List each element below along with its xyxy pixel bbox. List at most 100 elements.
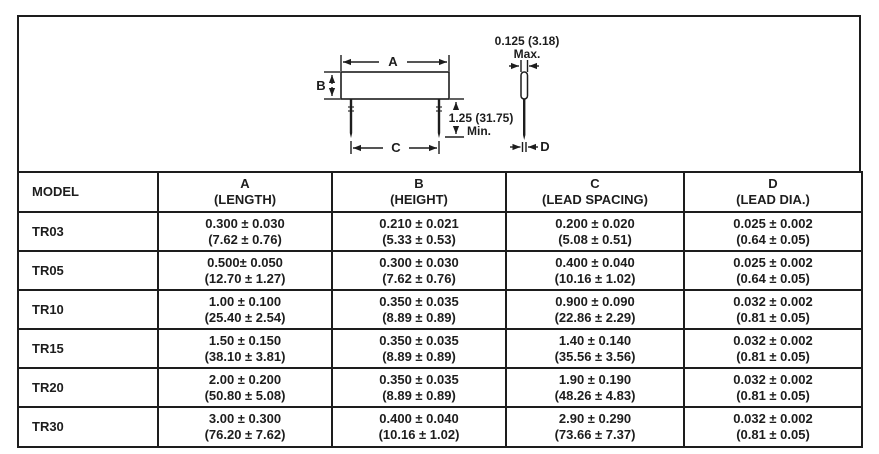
package-dimension-diagram: A B C 1.25 (31.75) Min. 0.125 (3.18) Max… <box>316 34 560 155</box>
b-cell: 0.400 ± 0.040 (10.16 ± 1.02) <box>331 406 507 448</box>
c-cell: 0.900 ± 0.090 (22.86 ± 2.29) <box>505 289 685 330</box>
table-row: TR30 3.00 ± 0.300 (76.20 ± 7.62) 0.400 ±… <box>17 406 863 448</box>
header-a-letter: A <box>240 176 250 191</box>
b-cell: 0.350 ± 0.035 (8.89 ± 0.89) <box>331 289 507 330</box>
value-inches: 0.300 ± 0.030 <box>205 215 285 231</box>
a-cell: 1.00 ± 0.100 (25.40 ± 2.54) <box>157 289 333 330</box>
d-cell: 0.025 ± 0.002 (0.64 ± 0.05) <box>683 211 863 252</box>
table-row: TR15 1.50 ± 0.150 (38.10 ± 3.81) 0.350 ±… <box>17 328 863 369</box>
value-inches: 2.90 ± 0.290 <box>558 411 632 426</box>
lead-min-length-label: 1.25 (31.75) <box>449 111 514 125</box>
value-inches: 2.00 ± 0.200 <box>208 371 282 387</box>
value-mm: (0.81 ± 0.05) <box>736 309 810 325</box>
value-inches: 0.025 ± 0.002 <box>733 254 813 270</box>
model-cell: TR30 <box>17 406 159 448</box>
side-view-lead <box>523 99 526 140</box>
b-cell: 0.350 ± 0.035 (8.89 ± 0.89) <box>331 367 507 408</box>
header-d: D (LEAD DIA.) <box>683 171 863 213</box>
b-cell: 0.210 ± 0.021 (5.33 ± 0.53) <box>331 211 507 252</box>
table-row: TR10 1.00 ± 0.100 (25.40 ± 2.54) 0.350 ±… <box>17 289 863 330</box>
value-mm: (35.56 ± 3.56) <box>554 348 636 364</box>
dimensions-table: MODEL A (LENGTH) B (HEIGHT) C (LEAD SPAC… <box>17 171 863 448</box>
d-cell: 0.032 ± 0.002 (0.81 ± 0.05) <box>683 406 863 448</box>
value-inches: 0.300 ± 0.030 <box>379 254 459 270</box>
value-mm: (10.16 ± 1.02) <box>378 427 460 442</box>
dim-d-label: D <box>540 139 549 154</box>
table-row: TR03 0.300 ± 0.030 (7.62 ± 0.76) 0.210 ±… <box>17 211 863 252</box>
header-row: MODEL A (LENGTH) B (HEIGHT) C (LEAD SPAC… <box>17 171 863 213</box>
header-d-letter: D <box>768 176 778 191</box>
value-mm: (7.62 ± 0.76) <box>382 270 456 286</box>
value-mm: (0.81 ± 0.05) <box>736 387 810 403</box>
value-mm: (73.66 ± 7.37) <box>554 427 636 442</box>
d-cell: 0.032 ± 0.002 (0.81 ± 0.05) <box>683 289 863 330</box>
header-b-letter: B <box>414 176 424 191</box>
b-cell: 0.350 ± 0.035 (8.89 ± 0.89) <box>331 328 507 369</box>
value-mm: (25.40 ± 2.54) <box>204 309 286 325</box>
value-inches: 0.032 ± 0.002 <box>733 332 813 348</box>
c-cell: 0.200 ± 0.020 (5.08 ± 0.51) <box>505 211 685 252</box>
value-inches: 0.350 ± 0.035 <box>379 371 459 387</box>
value-inches: 0.900 ± 0.090 <box>555 293 635 309</box>
model-cell: TR15 <box>17 328 159 369</box>
a-cell: 0.500± 0.050 (12.70 ± 1.27) <box>157 250 333 291</box>
max-thickness-label: 0.125 (3.18) <box>495 34 560 48</box>
value-inches: 1.00 ± 0.100 <box>208 293 282 309</box>
value-inches: 0.032 ± 0.002 <box>733 411 813 426</box>
value-mm: (22.86 ± 2.29) <box>554 309 636 325</box>
value-inches: 1.50 ± 0.150 <box>208 332 282 348</box>
model-cell: TR10 <box>17 289 159 330</box>
dim-b-label: B <box>316 78 325 93</box>
value-mm: (5.33 ± 0.53) <box>382 231 456 247</box>
value-mm: (8.89 ± 0.89) <box>382 348 456 364</box>
dim-c-label: C <box>391 140 401 155</box>
value-mm: (50.80 ± 5.08) <box>204 387 286 403</box>
model-cell: TR20 <box>17 367 159 408</box>
value-inches: 0.400 ± 0.040 <box>379 411 459 426</box>
c-cell: 1.40 ± 0.140 (35.56 ± 3.56) <box>505 328 685 369</box>
model-cell: TR03 <box>17 211 159 252</box>
c-cell: 0.400 ± 0.040 (10.16 ± 1.02) <box>505 250 685 291</box>
d-cell: 0.032 ± 0.002 (0.81 ± 0.05) <box>683 328 863 369</box>
header-model: MODEL <box>17 171 159 213</box>
front-view-body <box>340 71 450 100</box>
value-mm: (48.26 ± 4.83) <box>554 387 636 403</box>
value-inches: 0.032 ± 0.002 <box>733 371 813 387</box>
d-cell: 0.025 ± 0.002 (0.64 ± 0.05) <box>683 250 863 291</box>
value-mm: (8.89 ± 0.89) <box>382 309 456 325</box>
table-row: TR20 2.00 ± 0.200 (50.80 ± 5.08) 0.350 ±… <box>17 367 863 408</box>
dim-a-label: A <box>388 54 398 69</box>
value-mm: (12.70 ± 1.27) <box>204 270 286 286</box>
value-inches: 0.350 ± 0.035 <box>379 293 459 309</box>
value-mm: (38.10 ± 3.81) <box>204 348 286 364</box>
value-mm: (0.64 ± 0.05) <box>736 231 810 247</box>
header-b-desc: (HEIGHT) <box>390 192 448 207</box>
value-inches: 1.90 ± 0.190 <box>558 371 632 387</box>
side-view-body <box>520 71 529 100</box>
value-inches: 0.025 ± 0.002 <box>733 215 813 231</box>
value-inches: 3.00 ± 0.300 <box>208 411 282 426</box>
header-c-letter: C <box>590 176 600 191</box>
value-inches: 1.40 ± 0.140 <box>558 332 632 348</box>
value-mm: (5.08 ± 0.51) <box>558 231 632 247</box>
a-cell: 2.00 ± 0.200 (50.80 ± 5.08) <box>157 367 333 408</box>
value-inches: 0.200 ± 0.020 <box>555 215 635 231</box>
value-inches: 0.210 ± 0.021 <box>379 215 459 231</box>
header-d-desc: (LEAD DIA.) <box>736 192 810 207</box>
lead-right <box>436 99 442 138</box>
c-cell: 1.90 ± 0.190 (48.26 ± 4.83) <box>505 367 685 408</box>
header-a: A (LENGTH) <box>157 171 333 213</box>
value-mm: (8.89 ± 0.89) <box>382 387 456 403</box>
table-row: TR05 0.500± 0.050 (12.70 ± 1.27) 0.300 ±… <box>17 250 863 291</box>
model-cell: TR05 <box>17 250 159 291</box>
header-c-desc: (LEAD SPACING) <box>542 192 648 207</box>
a-cell: 0.300 ± 0.030 (7.62 ± 0.76) <box>157 211 333 252</box>
value-mm: (76.20 ± 7.62) <box>204 427 286 442</box>
value-inches: 0.032 ± 0.002 <box>733 293 813 309</box>
value-mm: (10.16 ± 1.02) <box>554 270 636 286</box>
a-cell: 3.00 ± 0.300 (76.20 ± 7.62) <box>157 406 333 448</box>
header-b: B (HEIGHT) <box>331 171 507 213</box>
value-mm: (0.81 ± 0.05) <box>736 427 810 442</box>
d-cell: 0.032 ± 0.002 (0.81 ± 0.05) <box>683 367 863 408</box>
